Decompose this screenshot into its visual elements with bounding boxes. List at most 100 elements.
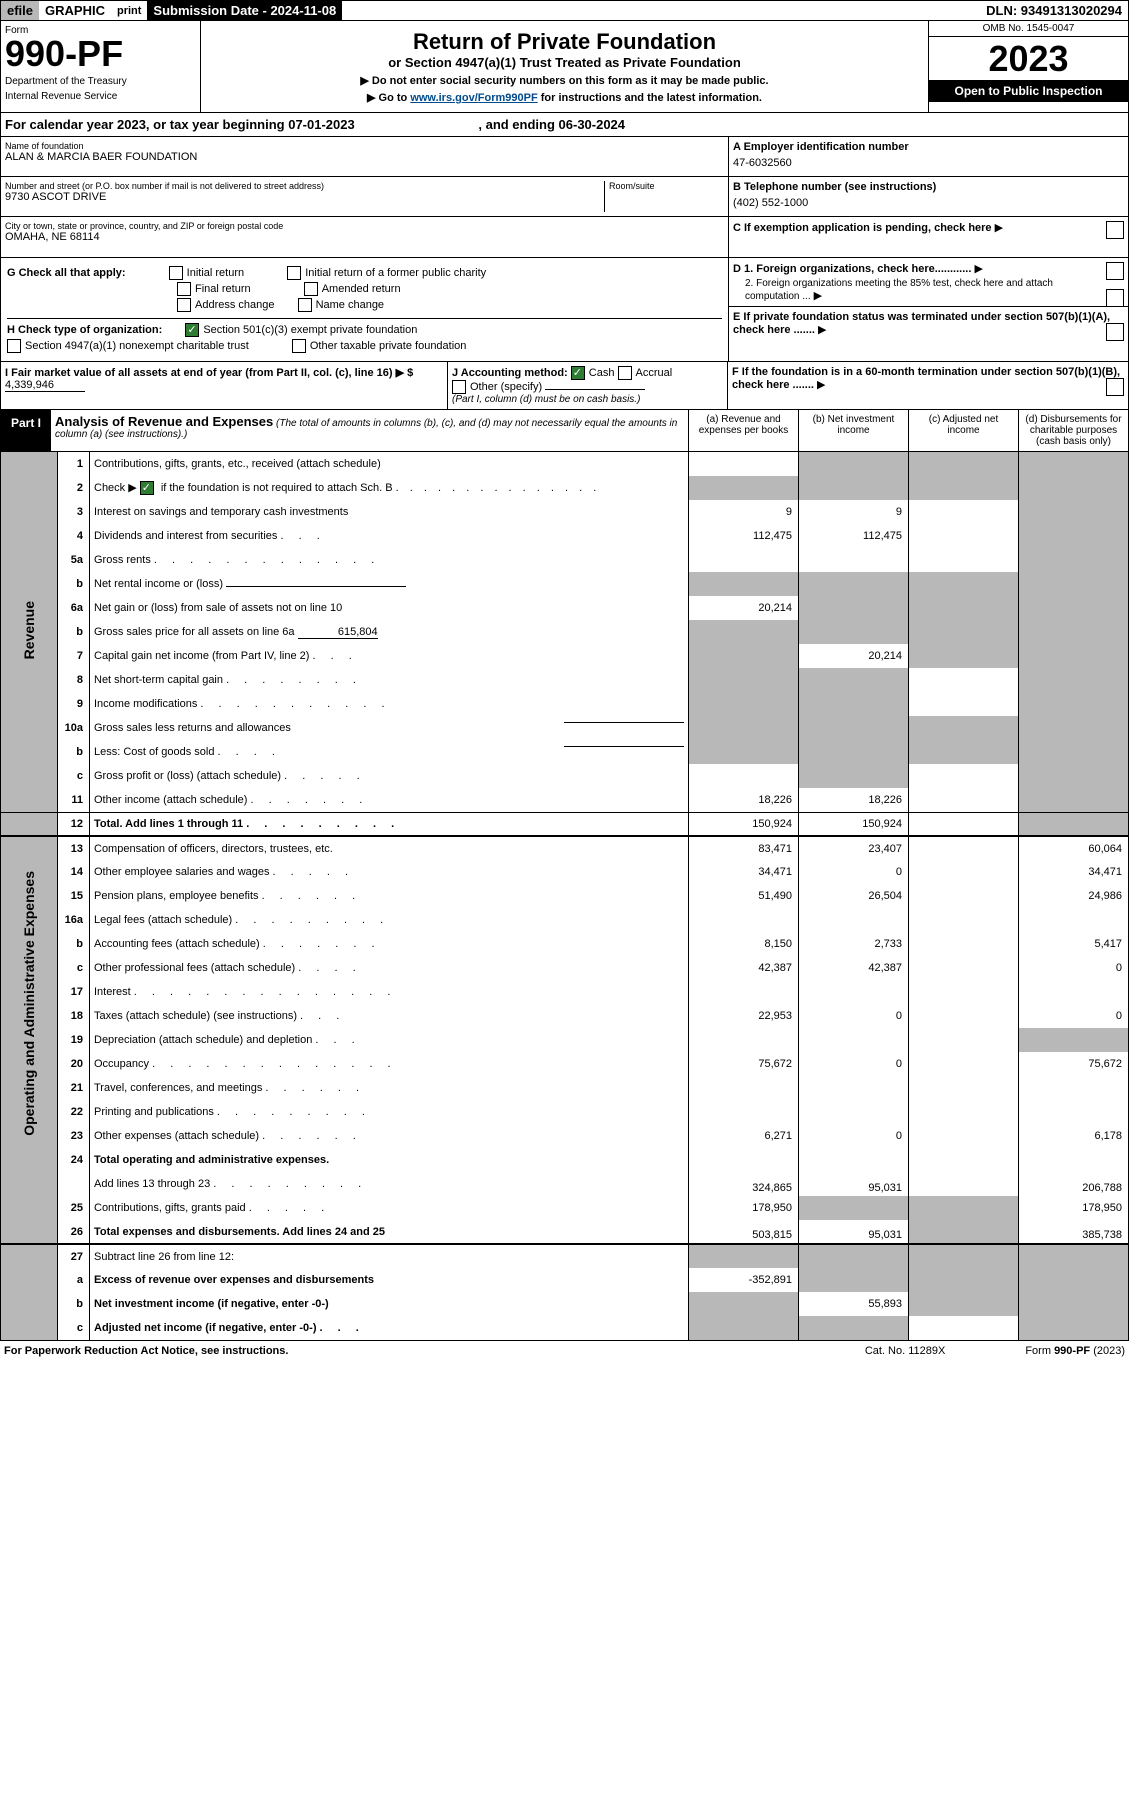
- paperwork-notice: For Paperwork Reduction Act Notice, see …: [4, 1345, 288, 1357]
- name-change-checkbox[interactable]: [298, 298, 312, 312]
- form-number: 990-PF: [5, 36, 196, 72]
- city-address: OMAHA, NE 68114: [5, 231, 724, 243]
- checks-section: G Check all that apply: Initial return I…: [0, 258, 1129, 362]
- info-right: A Employer identification number 47-6032…: [728, 137, 1128, 257]
- amt-a: 75,672: [689, 1052, 799, 1076]
- header-right: OMB No. 1545-0047 2023 Open to Public In…: [928, 21, 1128, 112]
- table-row: 15Pension plans, employee benefits . . .…: [1, 884, 1129, 908]
- line-desc: Capital gain net income (from Part IV, l…: [90, 644, 689, 668]
- line-num: 16a: [58, 908, 90, 932]
- line-desc: Printing and publications . . . . . . . …: [90, 1100, 689, 1124]
- e-label: E If private foundation status was termi…: [733, 311, 1110, 336]
- exemption-label: C If exemption application is pending, c…: [733, 222, 992, 234]
- part1-title-text: Analysis of Revenue and Expenses: [55, 414, 273, 429]
- table-row: 3Interest on savings and temporary cash …: [1, 500, 1129, 524]
- table-row: 19Depreciation (attach schedule) and dep…: [1, 1028, 1129, 1052]
- table-row: 8Net short-term capital gain . . . . . .…: [1, 668, 1129, 692]
- initial-return-checkbox[interactable]: [169, 266, 183, 280]
- amt-b: 42,387: [799, 956, 909, 980]
- line-num: 14: [58, 860, 90, 884]
- amt-b: 150,924: [799, 812, 909, 836]
- line-num: 12: [58, 812, 90, 836]
- table-row: 21Travel, conferences, and meetings . . …: [1, 1076, 1129, 1100]
- final-return-checkbox[interactable]: [177, 282, 191, 296]
- amt-b: 0: [799, 860, 909, 884]
- h-label: H Check type of organization:: [7, 324, 162, 336]
- cash-checkbox[interactable]: [571, 366, 585, 380]
- foreign85-checkbox[interactable]: [1106, 289, 1124, 307]
- table-row: 11Other income (attach schedule) . . . .…: [1, 788, 1129, 812]
- table-row: 20Occupancy . . . . . . . . . . . . . .7…: [1, 1052, 1129, 1076]
- schb-checkbox[interactable]: [140, 481, 154, 495]
- line-desc: Contributions, gifts, grants, etc., rece…: [90, 452, 689, 476]
- main-table: Revenue 1 Contributions, gifts, grants, …: [0, 452, 1129, 1341]
- exemption-checkbox[interactable]: [1106, 221, 1124, 239]
- ein-label: A Employer identification number: [733, 141, 1124, 153]
- g6-label: Name change: [316, 299, 385, 311]
- print-link[interactable]: print: [111, 3, 147, 19]
- line-desc: Depreciation (attach schedule) and deple…: [90, 1028, 689, 1052]
- amended-checkbox[interactable]: [304, 282, 318, 296]
- line-desc: Total operating and administrative expen…: [90, 1148, 689, 1172]
- address-change-checkbox[interactable]: [177, 298, 191, 312]
- other-method-checkbox[interactable]: [452, 380, 466, 394]
- line-desc: Other income (attach schedule) . . . . .…: [90, 788, 689, 812]
- graphic-label: GRAPHIC: [39, 1, 111, 20]
- table-row: 12Total. Add lines 1 through 11 . . . . …: [1, 812, 1129, 836]
- table-row: 22Printing and publications . . . . . . …: [1, 1100, 1129, 1124]
- line-desc: Travel, conferences, and meetings . . . …: [90, 1076, 689, 1100]
- other-taxable-checkbox[interactable]: [292, 339, 306, 353]
- line-desc: Check ▶ if the foundation is not require…: [90, 476, 689, 500]
- accrual-checkbox[interactable]: [618, 366, 632, 380]
- header-left: Form 990-PF Department of the Treasury I…: [1, 21, 201, 112]
- street-label: Number and street (or P.O. box number if…: [5, 181, 604, 191]
- line-num: 23: [58, 1124, 90, 1148]
- amt-a: 112,475: [689, 524, 799, 548]
- line-desc: Contributions, gifts, grants paid . . . …: [90, 1196, 689, 1220]
- expenses-side: Operating and Administrative Expenses: [1, 836, 58, 1172]
- amt-a: 6,271: [689, 1124, 799, 1148]
- dept-label: Department of the Treasury: [5, 76, 196, 87]
- amt-a: 178,950: [689, 1196, 799, 1220]
- amt-a: 8,150: [689, 932, 799, 956]
- fmv-left: I Fair market value of all assets at end…: [1, 362, 448, 409]
- line-num: 6a: [58, 596, 90, 620]
- line-num: 13: [58, 836, 90, 860]
- 60month-checkbox[interactable]: [1106, 378, 1124, 396]
- line-num: 15: [58, 884, 90, 908]
- line-num: 4: [58, 524, 90, 548]
- h1-label: Section 501(c)(3) exempt private foundat…: [203, 324, 417, 336]
- line-desc: Less: Cost of goods sold . . . .: [90, 740, 689, 764]
- 4947-checkbox[interactable]: [7, 339, 21, 353]
- line-num: 27: [58, 1244, 90, 1268]
- terminated-checkbox[interactable]: [1106, 323, 1124, 341]
- line-desc: Gross profit or (loss) (attach schedule)…: [90, 764, 689, 788]
- line-desc: Gross sales less returns and allowances: [90, 716, 689, 740]
- amt-d: 24,986: [1019, 884, 1129, 908]
- table-row: 18Taxes (attach schedule) (see instructi…: [1, 1004, 1129, 1028]
- line-desc: Legal fees (attach schedule) . . . . . .…: [90, 908, 689, 932]
- amt-a: 324,865: [689, 1148, 799, 1196]
- amt-d: 206,788: [1019, 1148, 1129, 1196]
- j2-label: Accrual: [636, 367, 673, 379]
- amt-d: 34,471: [1019, 860, 1129, 884]
- calyear-begin: For calendar year 2023, or tax year begi…: [5, 117, 355, 132]
- initial-public-checkbox[interactable]: [287, 266, 301, 280]
- line-num: 7: [58, 644, 90, 668]
- revenue-side: Revenue: [1, 452, 58, 812]
- table-row: 9Income modifications . . . . . . . . . …: [1, 692, 1129, 716]
- table-row: cOther professional fees (attach schedul…: [1, 956, 1129, 980]
- amt-b: 0: [799, 1052, 909, 1076]
- table-row: 24Total operating and administrative exp…: [1, 1148, 1129, 1172]
- foreign-checkbox[interactable]: [1106, 262, 1124, 280]
- line-num: 20: [58, 1052, 90, 1076]
- amt-b: 112,475: [799, 524, 909, 548]
- line-desc: Gross sales price for all assets on line…: [90, 620, 689, 644]
- line-num: b: [58, 1292, 90, 1316]
- line-desc: Income modifications . . . . . . . . . .…: [90, 692, 689, 716]
- efile-label: efile: [1, 1, 39, 20]
- form-link[interactable]: www.irs.gov/Form990PF: [410, 92, 537, 104]
- line-desc: Add lines 13 through 23 . . . . . . . . …: [90, 1172, 689, 1196]
- instr2-pre: ▶ Go to: [367, 92, 410, 104]
- 501c3-checkbox[interactable]: [185, 323, 199, 337]
